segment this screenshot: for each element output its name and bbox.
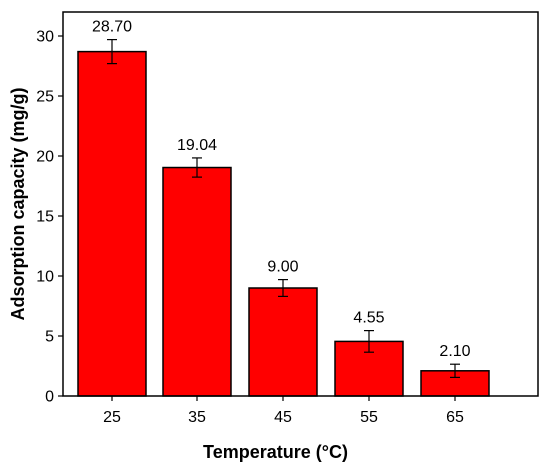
x-axis-title: Temperature (°C) <box>203 442 348 462</box>
y-tick-label-15: 15 <box>36 209 54 226</box>
error-bar-55 <box>364 330 374 353</box>
x-tick-label-25: 25 <box>103 409 121 426</box>
plot-frame <box>62 11 539 397</box>
y-tick-label-10: 10 <box>36 269 54 286</box>
y-tick-label-5: 5 <box>45 329 54 346</box>
error-bar-25 <box>107 38 117 65</box>
bar-25 <box>77 50 147 397</box>
x-tick-label-55: 55 <box>360 409 378 426</box>
data-label-65: 2.10 <box>439 343 470 360</box>
bars-layer <box>77 50 490 397</box>
error-bars-layer <box>107 38 460 378</box>
y-tick-label-25: 25 <box>36 89 54 106</box>
y-tick-label-0: 0 <box>45 389 54 406</box>
data-labels-layer: 28.70 19.04 9.00 4.55 2.10 <box>92 19 471 361</box>
bar-35 <box>162 166 232 397</box>
data-label-25: 28.70 <box>92 19 132 36</box>
data-label-45: 9.00 <box>267 259 298 276</box>
error-bar-65 <box>450 363 460 378</box>
y-tick-label-20: 20 <box>36 149 54 166</box>
x-tick-label-65: 65 <box>446 409 464 426</box>
error-bar-35 <box>192 157 202 178</box>
y-tick-label-30: 30 <box>36 29 54 46</box>
x-tick-label-45: 45 <box>274 409 292 426</box>
data-label-55: 4.55 <box>353 310 384 327</box>
bar-45 <box>248 287 318 397</box>
y-axis-title: Adsorption capacity (mg/g) <box>8 87 28 320</box>
data-label-35: 19.04 <box>177 137 217 154</box>
x-tick-label-35: 35 <box>188 409 206 426</box>
y-axis: 0 5 10 15 20 25 30 <box>36 29 63 406</box>
error-bar-45 <box>278 279 288 297</box>
x-axis: 25 35 45 55 65 <box>103 396 464 426</box>
